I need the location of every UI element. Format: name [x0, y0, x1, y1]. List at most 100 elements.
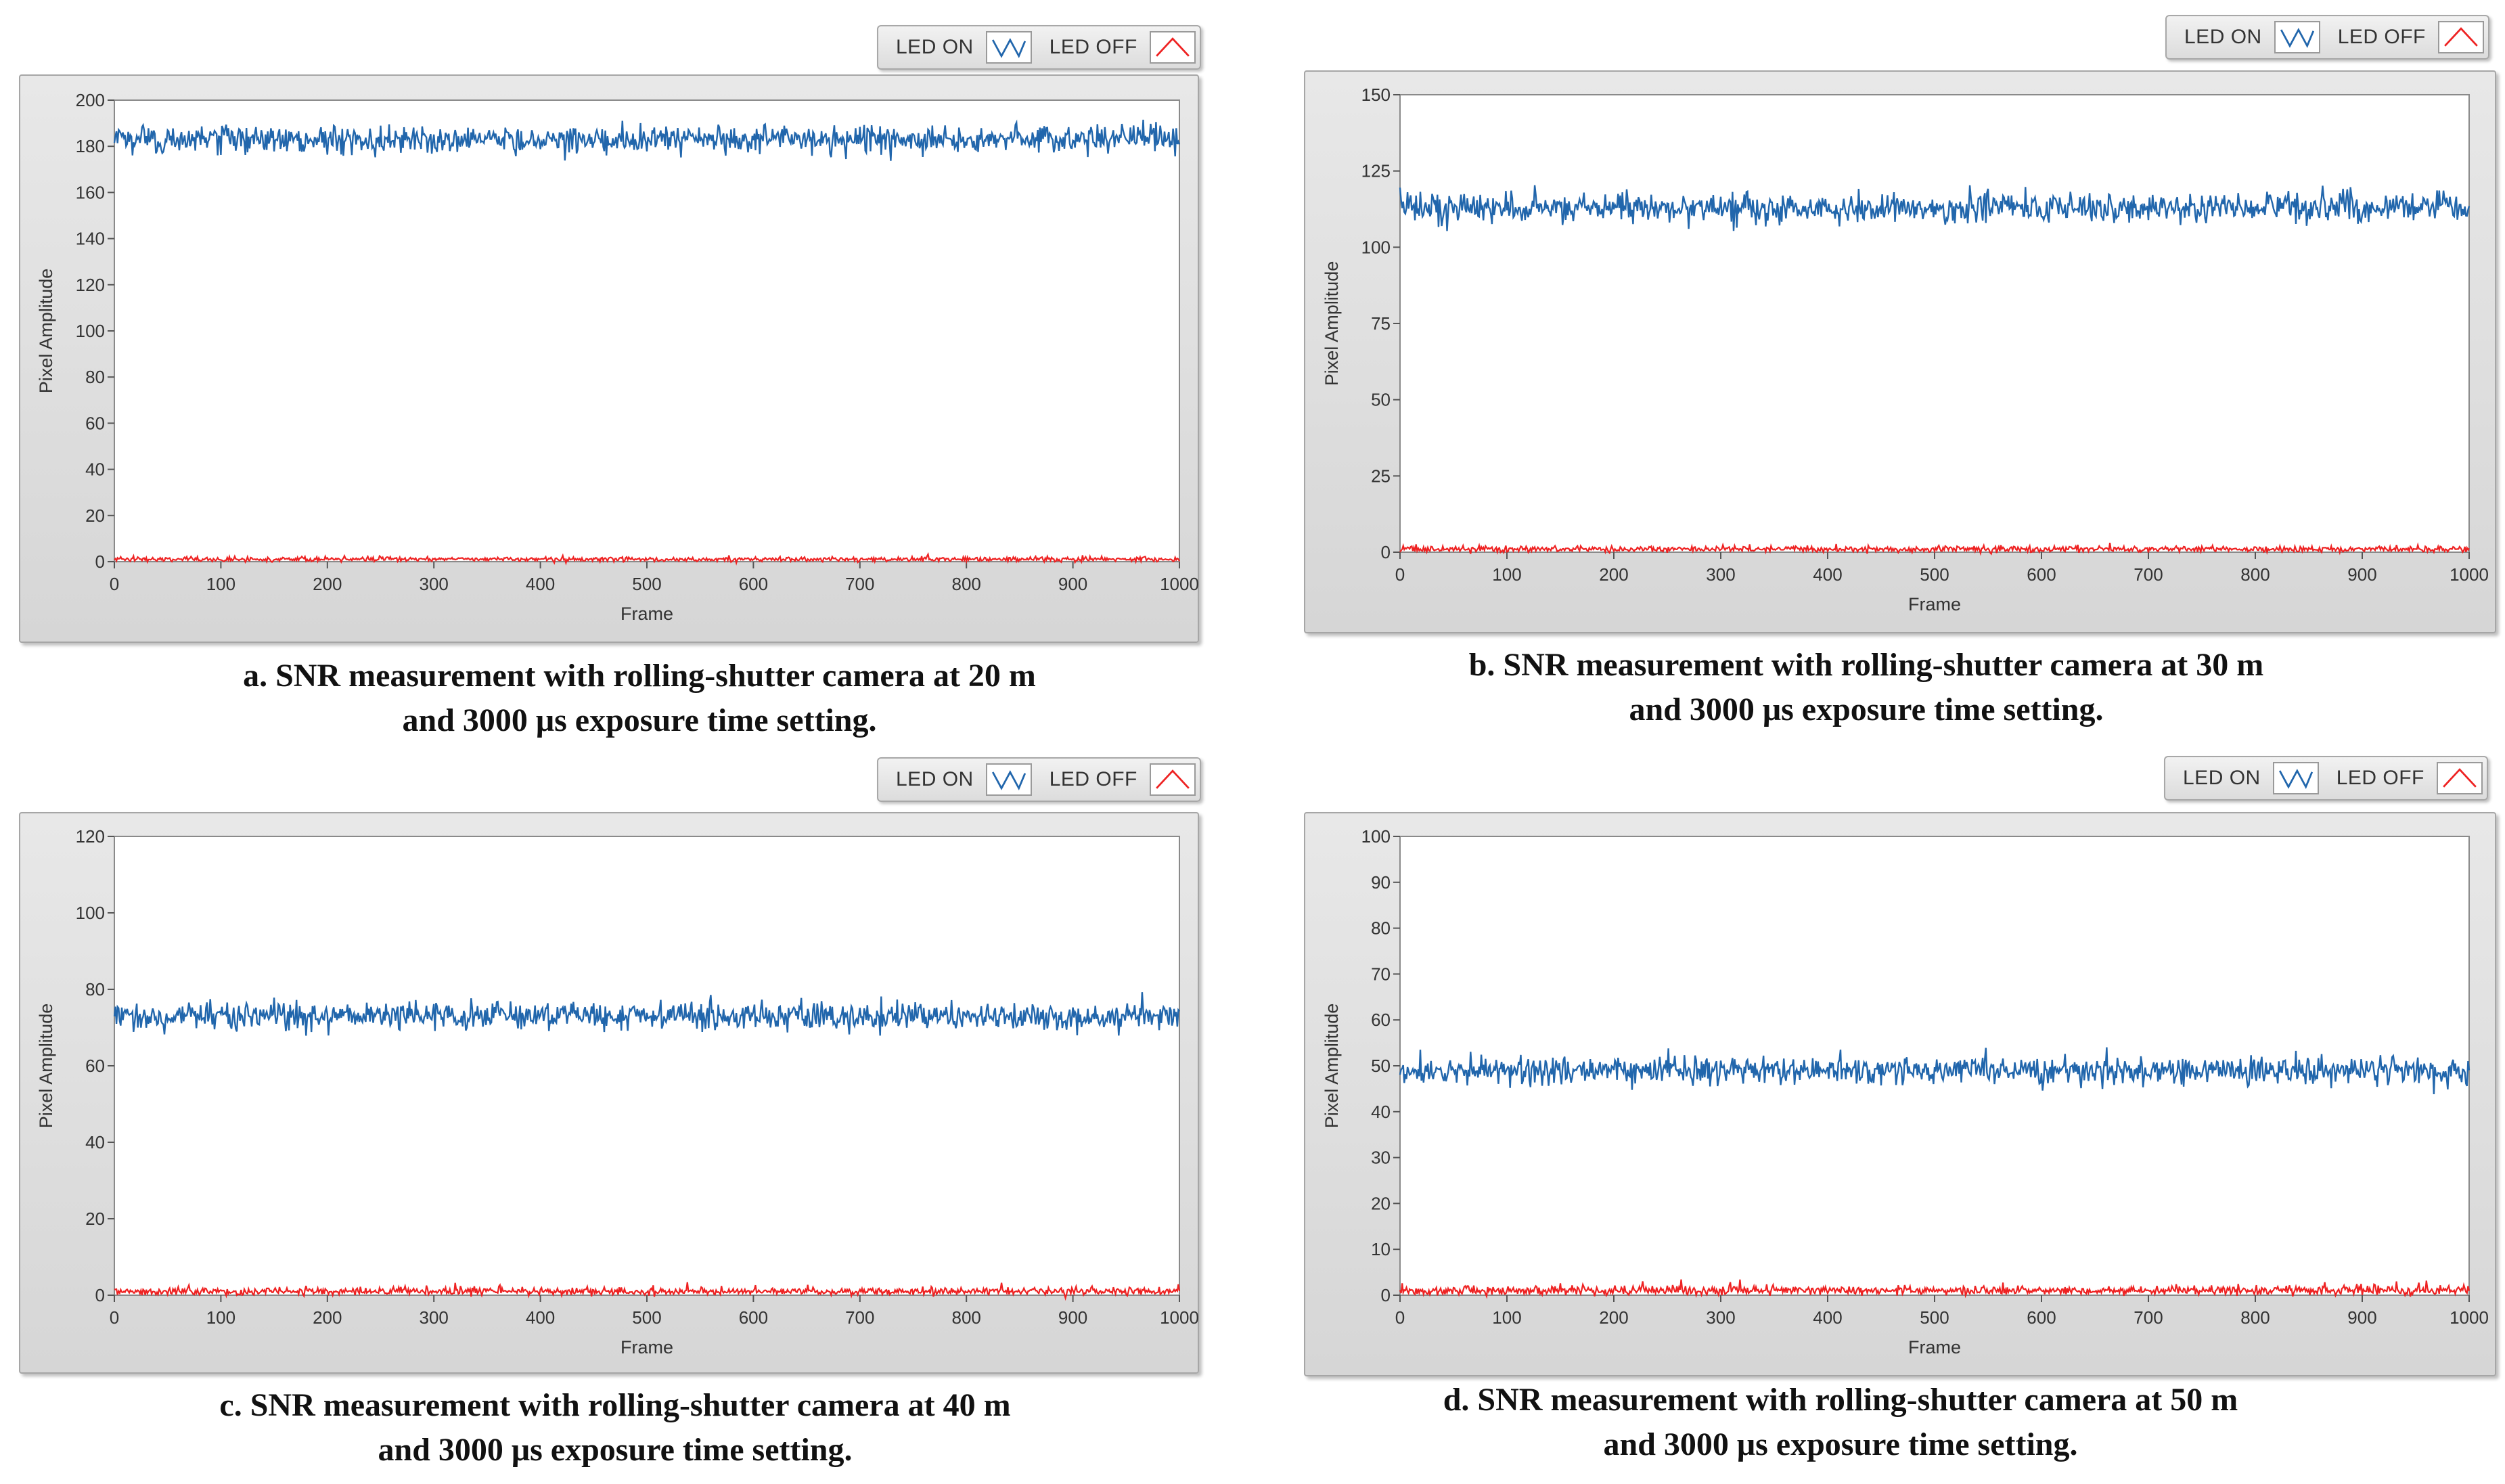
x-tick-label: 700	[2134, 1307, 2163, 1328]
y-tick-label: 150	[1361, 85, 1391, 105]
x-tick-label: 0	[1395, 564, 1405, 585]
x-tick-label: 900	[1058, 1307, 1087, 1328]
x-tick-label: 900	[2347, 1307, 2376, 1328]
chart-b: 0 25 50 75 100 125 150 0 100 200 300 400 500 600 700 80…	[1322, 85, 2489, 614]
y-tick-label: 75	[1371, 313, 1391, 334]
x-tick-label: 600	[739, 1307, 768, 1328]
x-tick-label: 1000	[2450, 564, 2489, 585]
chart-panel-d: 0 10 20 30 40 50 60 70 80 90 100 0 100 200 300 400 500 60…	[1304, 812, 2496, 1376]
x-tick-label: 0	[110, 574, 119, 594]
x-tick-label: 700	[2134, 564, 2163, 585]
y-tick-label: 100	[76, 903, 105, 923]
legend-label-led-on: LED ON	[896, 768, 974, 790]
wave-icon	[985, 763, 1032, 796]
x-tick-label: 100	[1492, 564, 1521, 585]
x-axis-label: Frame	[620, 1337, 673, 1357]
x-tick-label: 300	[1706, 564, 1735, 585]
caption-b: b. SNR measurement with rolling-shutter …	[1359, 643, 2374, 732]
caption-d: d. SNR measurement with rolling-shutter …	[1333, 1378, 2348, 1467]
x-axis-label: Frame	[1908, 1337, 1961, 1357]
x-tick-label: 700	[845, 574, 874, 594]
series-led-off-line	[1399, 542, 2470, 556]
x-tick-label: 500	[632, 574, 661, 594]
x-tick-label: 400	[526, 574, 555, 594]
legend-label-led-off: LED OFF	[1049, 36, 1137, 58]
y-tick-label: 20	[85, 1209, 105, 1229]
caption-c-line2: and 3000 μs exposure time setting.	[378, 1432, 853, 1468]
legend-label-led-on: LED ON	[896, 36, 974, 58]
series-led-off-line	[114, 552, 1180, 566]
series-led-on-line	[113, 992, 1180, 1036]
y-tick-label: 180	[76, 136, 105, 156]
caption-a-line1: a. SNR measurement with rolling-shutter …	[243, 658, 1036, 694]
y-tick-label: 30	[1371, 1148, 1391, 1168]
legend-chart-c: LED ON LED OFF	[877, 757, 1201, 802]
y-tick-label: 0	[1381, 1285, 1391, 1305]
x-tick-label: 200	[1599, 1307, 1628, 1328]
y-tick-label: 40	[85, 459, 105, 480]
x-tick-label: 600	[2027, 564, 2056, 585]
wave-icon	[2272, 762, 2319, 794]
x-tick-label: 200	[1599, 564, 1628, 585]
x-tick-label: 400	[1813, 1307, 1842, 1328]
caption-b-line2: and 3000 μs exposure time setting.	[1629, 692, 2104, 727]
caption-d-line2: and 3000 μs exposure time setting.	[1603, 1426, 2078, 1462]
x-tick-label: 500	[1920, 1307, 1949, 1328]
y-axis-label: Pixel Amplitude	[36, 269, 56, 394]
plot-area	[114, 836, 1180, 1296]
x-tick-label: 600	[2027, 1307, 2056, 1328]
chart-panel-b: 0 25 50 75 100 125 150 0 100 200 300 400 500 600 700 80…	[1304, 70, 2496, 633]
y-tick-label: 160	[76, 182, 105, 202]
caption-d-line1: d. SNR measurement with rolling-shutter …	[1443, 1382, 2238, 1418]
x-tick-label: 700	[845, 1307, 874, 1328]
wave-icon	[2274, 21, 2320, 53]
y-tick-label: 25	[1371, 466, 1391, 486]
plot-area	[1399, 94, 2470, 553]
x-tick-label: 200	[313, 574, 342, 594]
series-led-off-line	[1399, 1279, 2470, 1299]
x-tick-label: 0	[110, 1307, 119, 1328]
caption-a-line2: and 3000 μs exposure time setting.	[402, 702, 877, 738]
legend-label-led-off: LED OFF	[2336, 767, 2424, 789]
y-tick-label: 100	[1361, 237, 1391, 257]
x-tick-label: 100	[206, 574, 235, 594]
x-tick-label: 500	[1920, 564, 1949, 585]
series-led-off-line	[114, 1282, 1181, 1301]
y-tick-label: 70	[1371, 964, 1391, 984]
y-axis-label: Pixel Amplitude	[1322, 261, 1342, 386]
x-tick-label: 300	[420, 574, 449, 594]
y-tick-label: 0	[1381, 542, 1391, 562]
chart-a: 0 20 40 60 80 100 120 140 160 180 200 0 100 200 300 400…	[36, 90, 1199, 624]
triangle-icon	[2436, 762, 2483, 794]
x-tick-label: 600	[739, 574, 768, 594]
triangle-icon	[1149, 31, 1196, 64]
y-tick-label: 200	[76, 90, 105, 110]
legend-chart-a: LED ON LED OFF	[877, 25, 1201, 70]
x-tick-label: 0	[1395, 1307, 1405, 1328]
legend-label-led-off: LED OFF	[2337, 26, 2426, 48]
y-axis-label: Pixel Amplitude	[1322, 1004, 1342, 1129]
x-axis-label: Frame	[620, 604, 673, 624]
x-axis-label: Frame	[1908, 594, 1961, 614]
y-tick-label: 60	[85, 1056, 105, 1076]
y-tick-label: 20	[85, 505, 105, 526]
x-tick-label: 300	[1706, 1307, 1735, 1328]
y-tick-label: 50	[1371, 1056, 1391, 1076]
y-tick-label: 20	[1371, 1193, 1391, 1213]
y-tick-label: 140	[76, 229, 105, 249]
chart-c: 0 20 40 60 80 100 120 0 100 200 300 400 500 600 700 800…	[36, 826, 1199, 1357]
y-tick-label: 50	[1371, 390, 1391, 410]
series-led-on-line	[1399, 1047, 2470, 1094]
x-tick-label: 900	[2347, 564, 2376, 585]
x-tick-label: 100	[206, 1307, 235, 1328]
caption-c-line1: c. SNR measurement with rolling-shutter …	[219, 1387, 1011, 1423]
plot-area	[114, 99, 1180, 562]
x-tick-label: 400	[526, 1307, 555, 1328]
x-tick-label: 500	[632, 1307, 661, 1328]
y-tick-label: 40	[1371, 1102, 1391, 1122]
x-tick-label: 900	[1058, 574, 1087, 594]
x-tick-label: 300	[420, 1307, 449, 1328]
series-led-on-line	[113, 119, 1181, 161]
y-tick-label: 125	[1361, 161, 1391, 181]
x-tick-label: 100	[1492, 1307, 1521, 1328]
